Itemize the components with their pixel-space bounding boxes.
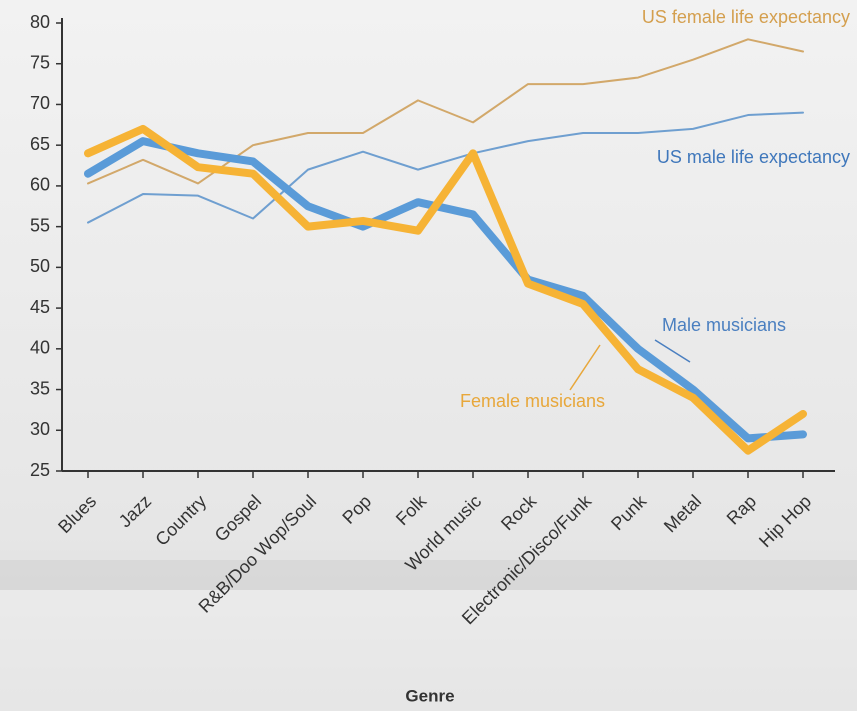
y-tick-label: 30 <box>30 419 50 439</box>
label-leader <box>569 344 601 391</box>
y-tick-label: 40 <box>30 338 50 358</box>
y-tick-label: 55 <box>30 215 50 235</box>
label-leader <box>654 339 691 363</box>
y-tick-label: 60 <box>30 175 50 195</box>
y-tick-label: 35 <box>30 378 50 398</box>
y-tick-label: 25 <box>30 460 50 480</box>
y-tick-label: 70 <box>30 93 50 113</box>
series-label: US male life expectancy <box>657 147 850 167</box>
series-label: US female life expectancy <box>642 7 850 27</box>
x-axis-title: Genre <box>405 686 454 705</box>
series-line <box>87 38 804 185</box>
y-tick-label: 65 <box>30 134 50 154</box>
y-tick-label: 75 <box>30 52 50 72</box>
y-tick-label: 45 <box>30 297 50 317</box>
series-line <box>84 137 807 443</box>
series-label: Female musicians <box>460 391 605 411</box>
y-tick-label: 50 <box>30 256 50 276</box>
piano-keys <box>0 560 857 711</box>
series-line <box>84 124 807 455</box>
series-label: Male musicians <box>662 315 786 335</box>
series-line <box>87 111 804 224</box>
y-tick-label: 80 <box>30 12 50 32</box>
